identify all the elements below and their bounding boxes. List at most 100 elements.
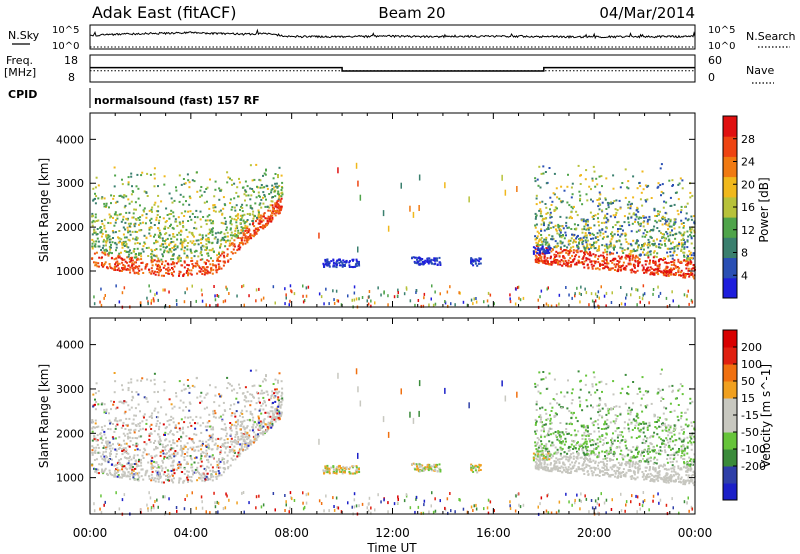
power-cell [545,206,548,209]
velocity-cell [173,472,176,475]
velocity-cell [581,409,584,412]
velocity-cell [138,476,141,479]
velocity-cell [550,427,553,430]
power-cell [605,291,608,295]
power-cell [622,264,625,267]
power-cell [220,221,223,224]
power-cell [228,244,231,247]
power-cell [122,226,125,229]
power-cell [654,262,657,265]
power-cell [594,185,597,188]
velocity-cell [138,430,140,432]
velocity-cell [135,414,137,417]
power-cell [579,300,581,304]
power-cell [211,241,214,244]
velocity-cell [97,446,100,449]
power-cell [661,233,664,236]
velocity-cell [178,479,181,482]
power-cell [96,265,99,268]
power-cell [307,285,310,289]
power-cell [668,268,671,271]
power-cell [130,175,133,178]
velocity-cell [173,405,176,408]
power-cell [627,216,630,219]
power-cell [95,220,98,222]
power-cell [615,211,618,214]
power-cell [191,212,194,215]
power-cell [342,264,345,267]
velocity-cell [226,376,229,379]
power-cell [277,190,280,193]
power-cell [619,235,622,238]
velocity-cell [215,478,218,480]
power-cell [106,249,108,252]
velocity-cell [221,457,224,460]
velocity-cell [265,423,268,426]
power-cell [592,165,595,168]
power-cell [627,180,630,183]
y-tick-label: 3000 [56,177,84,190]
power-cell [692,267,695,270]
power-cell [474,262,477,265]
power-cell [624,302,626,306]
power-cell [616,230,619,233]
velocity-cell [151,476,154,479]
power-cell [114,174,117,177]
velocity-cell [109,444,112,447]
power-cell [149,173,152,176]
power-cell [687,272,690,275]
power-cell [677,269,680,272]
velocity-cell [148,477,151,480]
power-cell [670,263,673,266]
power-cell [190,273,193,276]
velocity-cell [269,410,272,413]
power-cell [209,304,211,308]
velocity-cell [153,460,155,463]
power-cell [690,242,693,245]
power-cell [473,297,475,301]
power-cell [663,257,666,260]
velocity-cell [174,424,177,427]
velocity-cell [200,474,203,477]
velocity-cell [179,440,182,443]
power-cell [183,300,186,304]
power-cell [656,227,659,229]
velocity-cell [140,458,142,461]
velocity-cell [158,474,161,477]
power-cell [114,266,116,269]
power-cell [241,210,244,213]
power-cell [239,232,242,235]
power-cell [213,204,216,206]
power-cell [487,291,490,295]
power-cell [628,252,631,255]
power-cell [601,228,604,231]
power-cell [262,174,264,177]
velocity-cell [570,402,573,405]
power-cell [635,255,638,258]
power-cell [423,292,426,296]
power-cell [104,230,107,233]
power-cell [632,263,635,266]
power-cell [567,173,569,176]
velocity-cell [145,422,148,425]
power-cell [578,238,581,241]
power-cell [599,234,602,237]
power-cell [596,232,599,235]
power-cell [411,256,414,259]
power-cell [636,249,639,252]
power-cell [555,254,558,257]
power-cell [605,208,608,210]
velocity-cell [274,408,277,411]
power-cell [140,304,142,308]
power-cell [137,267,140,270]
power-cell [586,263,589,266]
power-cell [602,251,605,254]
velocity-cell [184,445,187,448]
velocity-cell [151,470,154,473]
power-cell [434,259,436,262]
velocity-cell [227,382,230,385]
power-cell [259,179,262,182]
power-cell [601,185,603,188]
power-cell [259,218,262,221]
